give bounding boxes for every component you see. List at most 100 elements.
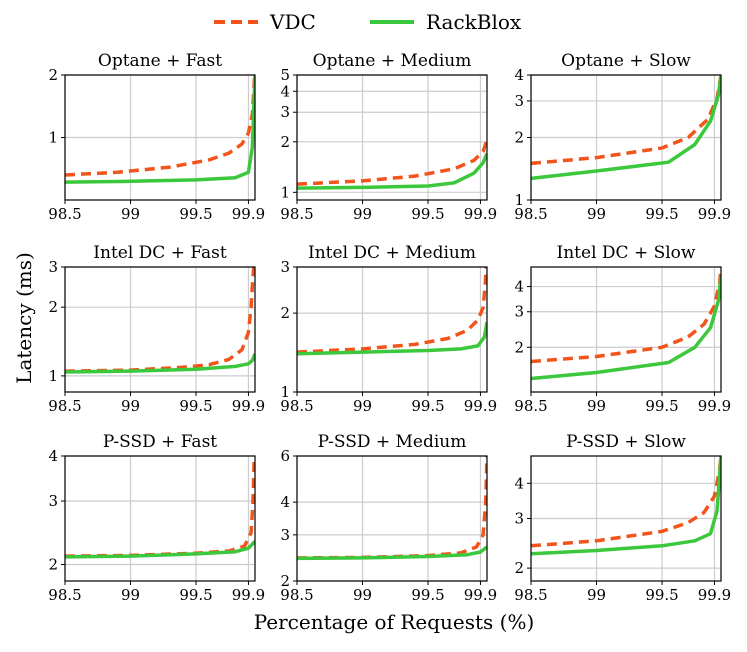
x-tick-label: 99: [587, 397, 606, 415]
x-tick-label: 99.9: [698, 586, 731, 604]
axes-frame: [296, 74, 488, 201]
x-tick-label: 99.5: [179, 205, 212, 223]
y-tick-label: 6: [280, 447, 290, 465]
x-tick-label: 99.9: [464, 205, 497, 223]
y-tick-label: 3: [514, 92, 524, 110]
x-tick-label: 99.5: [179, 586, 212, 604]
series-line-vdc: [65, 75, 255, 177]
series-line-rackblox: [531, 276, 721, 381]
panel-title: Intel DC + Medium: [308, 243, 476, 263]
x-tick-label: 99: [353, 397, 372, 415]
y-tick-label: 4: [280, 82, 290, 100]
y-tick-label: 1: [48, 367, 58, 385]
series-line-rackblox: [531, 75, 721, 181]
series-line-rackblox: [297, 545, 487, 561]
series-line-vdc: [531, 75, 721, 166]
legend: VDC RackBlox: [214, 10, 522, 34]
y-tick-label: 4: [514, 278, 524, 296]
y-tick-label: 3: [48, 258, 58, 276]
y-tick-label: 2: [280, 572, 290, 590]
axes-frame: [530, 266, 722, 393]
y-tick-label: 2: [514, 338, 524, 356]
x-tick-label: 99.9: [232, 205, 265, 223]
x-tick-label: 99.5: [179, 397, 212, 415]
y-tick-label: 2: [280, 304, 290, 322]
x-tick-label: 99: [587, 205, 606, 223]
panel-title: P-SSD + Fast: [103, 432, 217, 452]
y-tick-label: 1: [280, 183, 290, 201]
panel-title: Intel DC + Slow: [557, 243, 696, 263]
x-tick-label: 99.5: [645, 586, 678, 604]
y-tick-label: 4: [48, 447, 58, 465]
axes-frame: [296, 266, 488, 393]
x-tick-label: 99: [121, 397, 140, 415]
y-tick-label: 2: [48, 556, 58, 574]
panel-p-ssd-medium: 98.5 99 99.5 99.9 2 3 4 6 P-SSD + Medium: [280, 432, 497, 604]
series-line-rackblox: [531, 456, 721, 556]
x-tick-label: 99.5: [411, 397, 444, 415]
axes-frame: [64, 455, 256, 582]
y-tick-label: 1: [48, 129, 58, 147]
x-tick-label: 99.9: [232, 397, 265, 415]
y-tick-label: 2: [514, 129, 524, 147]
series-line-rackblox: [65, 353, 255, 374]
x-tick-label: 98.5: [280, 397, 313, 415]
panel-intel-dc-slow: 98.5 99 99.5 99.9 2 3 4 Intel DC + Slow: [514, 243, 731, 415]
x-tick-label: 98.5: [280, 586, 313, 604]
series-line-vdc: [297, 267, 487, 354]
panel-optane-medium: 98.5 99 99.5 99.9 1 2 3 45 Optane + Medium: [280, 51, 497, 223]
x-tick-label: 98.5: [48, 397, 81, 415]
x-tick-label: 99.9: [232, 586, 265, 604]
series-line-rackblox: [297, 152, 487, 190]
x-tick-label: 99.9: [698, 397, 731, 415]
x-tick-label: 98.5: [280, 205, 313, 223]
x-tick-label: 99: [353, 205, 372, 223]
panel-title: Intel DC + Fast: [93, 243, 227, 263]
x-tick-label: 98.5: [514, 397, 547, 415]
y-tick-label: 3: [280, 526, 290, 544]
y-tick-label: 3: [280, 258, 290, 276]
y-tick-label: 3: [48, 492, 58, 510]
series-line-vdc: [297, 139, 487, 186]
x-tick-label: 99.9: [464, 397, 497, 415]
panel-intel-dc-fast: 98.5 99 99.5 99.9 1 2 3 Intel DC + Fast: [48, 243, 265, 415]
x-axis-label: Percentage of Requests (%): [254, 610, 535, 634]
panel-p-ssd-slow: 98.5 99 99.5 99.9 2 3 4 P-SSD + Slow: [514, 432, 731, 604]
x-tick-label: 98.5: [514, 586, 547, 604]
y-axis-label: Latency (ms): [12, 252, 36, 384]
y-tick-label: 3: [514, 303, 524, 321]
y-tick-label: 4: [514, 474, 524, 492]
x-tick-label: 99.5: [411, 205, 444, 223]
series-line-vdc: [65, 456, 255, 558]
y-tick-label: 4: [514, 66, 524, 84]
y-tick-label: 2: [280, 133, 290, 151]
x-tick-label: 99.9: [464, 586, 497, 604]
y-tick-label: 1: [280, 383, 290, 401]
panel-title: Optane + Medium: [313, 51, 472, 71]
y-tick-label: 3: [280, 103, 290, 121]
x-tick-label: 99.5: [645, 397, 678, 415]
x-tick-label: 99: [353, 586, 372, 604]
x-tick-label: 99.5: [411, 586, 444, 604]
x-tick-label: 99.9: [698, 205, 731, 223]
panel-intel-dc-medium: 98.5 99 99.5 99.9 1 2 3 Intel DC + Medium: [280, 243, 497, 415]
x-tick-label: 98.5: [48, 205, 81, 223]
series-line-vdc: [531, 456, 721, 548]
y-tick-label: 2: [48, 66, 58, 84]
y-tick-label: 2: [514, 559, 524, 577]
panel-optane-fast: 98.5 99 99.5 99.9 1 2 Optane + Fast: [48, 51, 265, 223]
axes-frame: [296, 455, 488, 582]
x-tick-label: 99: [587, 586, 606, 604]
series-line-rackblox: [65, 75, 255, 184]
panel-title: Optane + Slow: [561, 51, 691, 71]
panel-p-ssd-fast: 98.5 99 99.5 99.9 2 3 4 P-SSD + Fast: [48, 432, 265, 604]
x-tick-label: 99: [121, 205, 140, 223]
series-line-rackblox: [297, 321, 487, 356]
y-tick-label: 5: [280, 66, 290, 84]
y-tick-label: 4: [280, 493, 290, 511]
legend-rackblox-label: RackBlox: [426, 10, 522, 34]
panel-title: P-SSD + Medium: [318, 432, 467, 452]
panel-title: P-SSD + Slow: [566, 432, 686, 452]
